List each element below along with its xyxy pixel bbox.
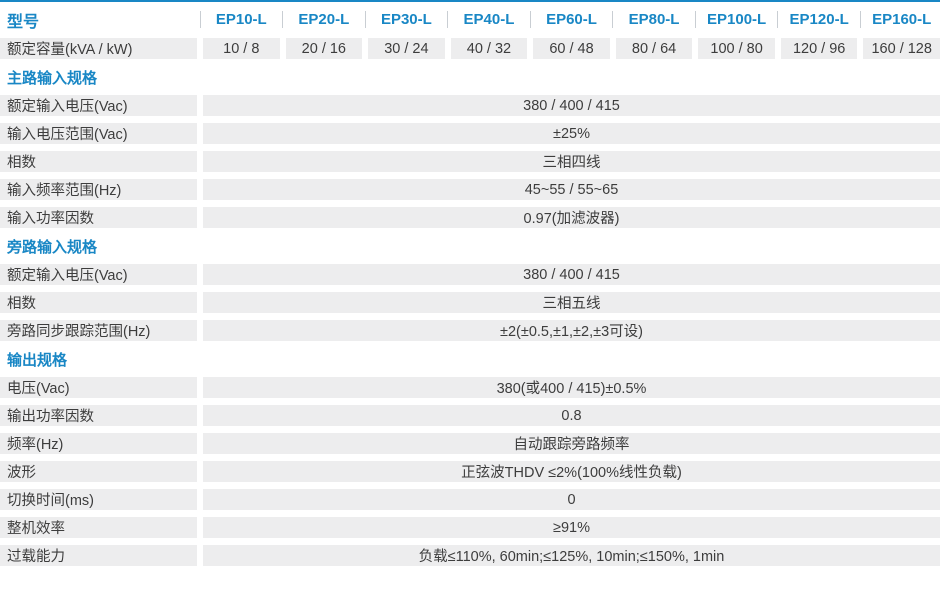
model-header-ep60-l: EP60-L xyxy=(529,8,610,31)
spec-row-label: 波形 xyxy=(0,461,197,482)
capacity-value-cell: 80 / 64 xyxy=(615,38,693,59)
spec-row: 旁路同步跟踪范围(Hz) ±2(±0.5,±1,±2,±3可设) xyxy=(0,320,940,341)
spec-row: 输入频率范围(Hz) 45~55 / 55~65 xyxy=(0,179,940,200)
section-title: 主路输入规格 xyxy=(7,70,98,87)
spec-row-label: 输入电压范围(Vac) xyxy=(0,123,197,144)
spec-row-value: 380 / 400 / 415 xyxy=(203,95,940,116)
spec-sections: 主路输入规格额定输入电压(Vac) 380 / 400 / 415 输入电压范围(V… xyxy=(0,67,940,566)
spec-row-value: 正弦波THDV ≤2%(100%线性负载) xyxy=(203,461,940,482)
spec-row-label: 相数 xyxy=(0,151,197,172)
spec-row: 切换时间(ms) 0 xyxy=(0,489,940,510)
spec-row-label: 输出功率因数 xyxy=(0,405,197,426)
capacity-value-cell: 100 / 80 xyxy=(698,38,775,59)
spec-row: 额定输入电压(Vac) 380 / 400 / 415 xyxy=(0,264,940,285)
spec-row-value: 三相四线 xyxy=(203,151,940,172)
capacity-row: 额定容量(kVA / kW) 10 / 8 20 / 16 30 / 24 40 / … xyxy=(0,38,940,59)
capacity-value-cell: 30 / 24 xyxy=(368,38,445,59)
spec-row-value: 三相五线 xyxy=(203,292,940,313)
capacity-value-cell: 120 / 96 xyxy=(780,38,858,59)
spec-row: 相数 三相五线 xyxy=(0,292,940,313)
models-grid: EP10-L EP20-L EP30-L EP40-L EP60-L EP80-L EP10… xyxy=(199,8,940,31)
spec-row-label: 整机效率 xyxy=(0,517,197,538)
spec-row-label: 电压(Vac) xyxy=(0,377,197,398)
spec-row-label: 相数 xyxy=(0,292,197,313)
spec-row: 输出功率因数 0.8 xyxy=(0,405,940,426)
top-accent-border xyxy=(0,0,940,2)
spec-row: 相数 三相四线 xyxy=(0,151,940,172)
spec-row: 整机效率 ≥91% xyxy=(0,517,940,538)
spec-row-label: 切换时间(ms) xyxy=(0,489,197,510)
section-title: 输出规格 xyxy=(7,352,68,369)
spec-row-label: 过载能力 xyxy=(0,545,197,566)
model-header-ep20-l: EP20-L xyxy=(282,8,363,31)
spec-row: 电压(Vac) 380(或400 / 415)±0.5% xyxy=(0,377,940,398)
spec-row-value: 自动跟踪旁路频率 xyxy=(203,433,940,454)
spec-row-value: 380 / 400 / 415 xyxy=(203,264,940,285)
capacity-value-cell: 20 / 16 xyxy=(285,38,363,59)
section-title: 旁路输入规格 xyxy=(7,239,98,256)
spec-row-label: 频率(Hz) xyxy=(0,433,197,454)
spec-row-value: 380(或400 / 415)±0.5% xyxy=(203,377,940,398)
spec-row: 过载能力 负载≤110%, 60min;≤125%, 10min;≤150%, 1… xyxy=(0,545,940,566)
spec-row-value: 45~55 / 55~65 xyxy=(203,179,940,200)
spec-row-label: 额定输入电压(Vac) xyxy=(0,264,197,285)
spec-row-value: 0.97(加滤波器) xyxy=(203,207,940,228)
spec-row-value: ≥91% xyxy=(203,517,940,538)
model-header-ep100-l: EP100-L xyxy=(694,8,775,31)
spec-row: 波形 正弦波THDV ≤2%(100%线性负载) xyxy=(0,461,940,482)
model-header-ep40-l: EP40-L xyxy=(447,8,528,31)
capacity-value-cell: 160 / 128 xyxy=(863,38,940,59)
spec-row-value: ±2(±0.5,±1,±2,±3可设) xyxy=(203,320,940,341)
model-header-ep120-l: EP120-L xyxy=(777,8,858,31)
spec-row-label: 额定输入电压(Vac) xyxy=(0,95,197,116)
spec-row-value: 0 xyxy=(203,489,940,510)
model-header-ep80-l: EP80-L xyxy=(612,8,693,31)
spec-row-value: ±25% xyxy=(203,123,940,144)
spec-row: 输入功率因数 0.97(加滤波器) xyxy=(0,207,940,228)
capacity-row-label: 额定容量(kVA / kW) xyxy=(0,38,197,59)
spec-row-value: 负载≤110%, 60min;≤125%, 10min;≤150%, 1min xyxy=(203,545,940,566)
capacity-value-cell: 60 / 48 xyxy=(533,38,610,59)
spec-row: 额定输入电压(Vac) 380 / 400 / 415 xyxy=(0,95,940,116)
spec-row-label: 输入功率因数 xyxy=(0,207,197,228)
model-header-ep10-l: EP10-L xyxy=(199,8,280,31)
model-header-ep30-l: EP30-L xyxy=(364,8,445,31)
spec-row: 频率(Hz) 自动跟踪旁路频率 xyxy=(0,433,940,454)
spec-row-label: 输入频率范围(Hz) xyxy=(0,179,197,200)
capacity-value-cell: 40 / 32 xyxy=(450,38,528,59)
capacity-grid: 10 / 8 20 / 16 30 / 24 40 / 32 60 / 48 80 / 6… xyxy=(203,38,940,59)
spec-row-value: 0.8 xyxy=(203,405,940,426)
spec-row-label: 旁路同步跟踪范围(Hz) xyxy=(0,320,197,341)
spec-row: 输入电压范围(Vac) ±25% xyxy=(0,123,940,144)
model-header-ep160-l: EP160-L xyxy=(859,8,940,31)
capacity-value-cell: 10 / 8 xyxy=(203,38,280,59)
model-column-title: 型号 xyxy=(7,13,40,31)
model-header-row: 型号 EP10-L EP20-L EP30-L EP40-L EP60-L EP80-L E… xyxy=(0,8,940,31)
